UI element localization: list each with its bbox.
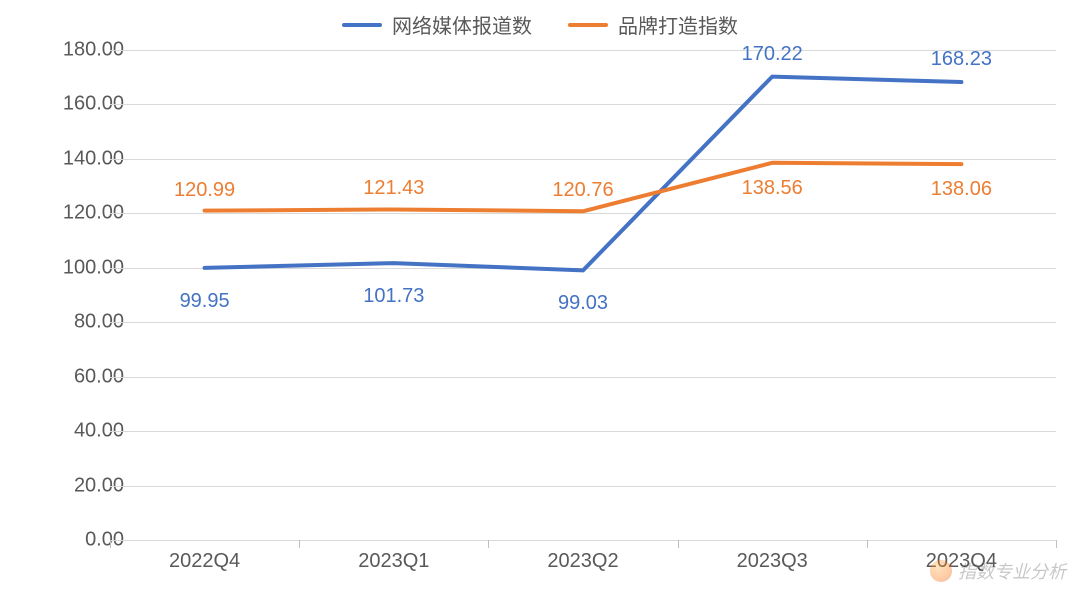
legend: 网络媒体报道数 品牌打造指数 xyxy=(0,10,1080,39)
gridline xyxy=(110,540,1056,541)
data-label-b: 138.06 xyxy=(931,178,992,201)
line-chart: 网络媒体报道数 品牌打造指数 0.0020.0040.0060.0080.001… xyxy=(0,0,1080,592)
x-tick xyxy=(110,540,111,548)
x-tick xyxy=(867,540,868,548)
x-tick-label: 2023Q1 xyxy=(358,550,429,573)
legend-label-series-a: 网络媒体报道数 xyxy=(392,10,532,39)
x-tick-label: 2023Q3 xyxy=(737,550,808,573)
data-label-b: 120.76 xyxy=(552,179,613,202)
data-label-a: 99.03 xyxy=(558,292,608,315)
legend-label-series-b: 品牌打造指数 xyxy=(618,10,738,39)
legend-swatch-series-b xyxy=(568,23,608,27)
legend-item-series-a: 网络媒体报道数 xyxy=(342,10,532,39)
series-line-a xyxy=(205,77,962,271)
x-tick-label: 2023Q2 xyxy=(547,550,618,573)
data-label-a: 99.95 xyxy=(180,290,230,313)
legend-swatch-series-a xyxy=(342,23,382,27)
data-label-a: 101.73 xyxy=(363,285,424,308)
x-tick xyxy=(488,540,489,548)
data-label-a: 170.22 xyxy=(742,43,803,66)
x-tick xyxy=(299,540,300,548)
data-label-b: 120.99 xyxy=(174,179,235,202)
legend-item-series-b: 品牌打造指数 xyxy=(568,10,738,39)
x-tick xyxy=(678,540,679,548)
data-label-b: 138.56 xyxy=(742,177,803,200)
x-tick xyxy=(1056,540,1057,548)
plot-area: 99.95101.7399.03170.22168.23120.99121.43… xyxy=(110,50,1056,540)
data-label-a: 168.23 xyxy=(931,48,992,71)
data-label-b: 121.43 xyxy=(363,177,424,200)
x-tick-label: 2022Q4 xyxy=(169,550,240,573)
x-tick-label: 2023Q4 xyxy=(926,550,997,573)
